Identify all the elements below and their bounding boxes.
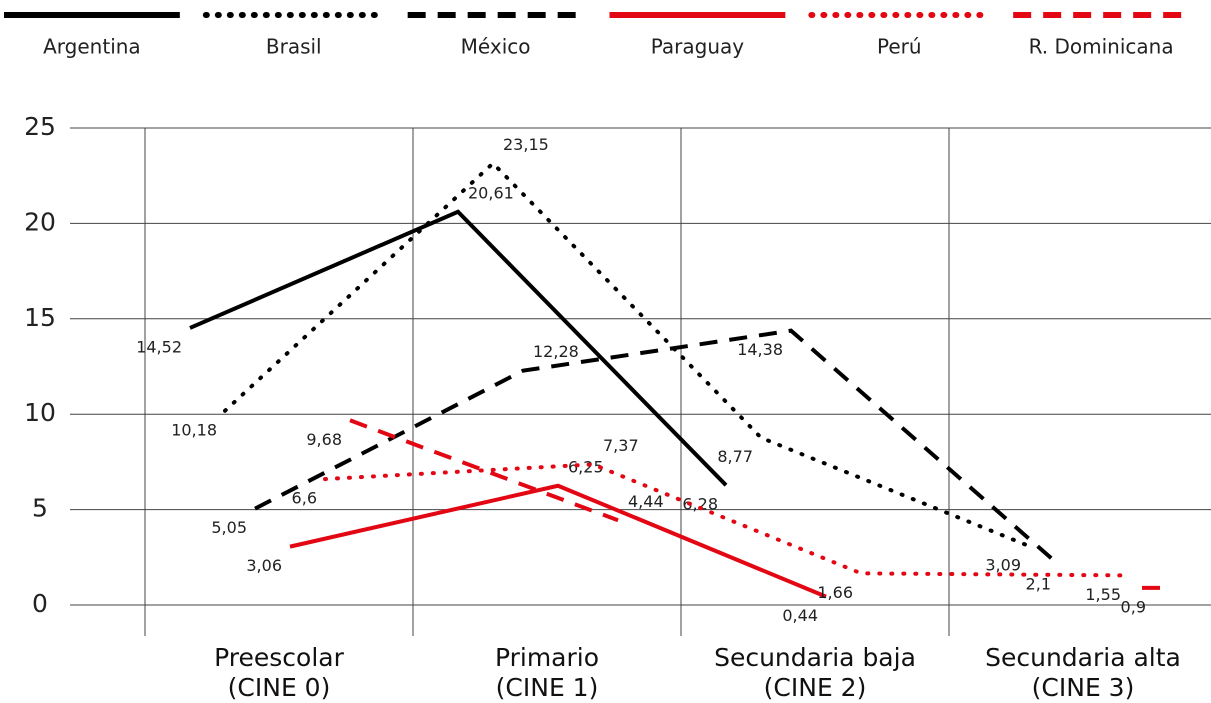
x-tick-label: Preescolar (CINE 0) <box>214 643 344 702</box>
data-label: 1,55 <box>1085 585 1121 604</box>
data-label: 0,9 <box>1121 597 1146 616</box>
data-label: 6,28 <box>682 495 718 514</box>
legend-label: Paraguay <box>651 35 745 59</box>
data-label: 9,68 <box>306 430 342 449</box>
data-label: 0,44 <box>782 606 818 625</box>
data-label: 14,38 <box>737 340 783 359</box>
data-label: 8,77 <box>717 447 753 466</box>
y-tick-label: 10 <box>24 398 56 427</box>
y-tick-label: 25 <box>24 112 56 141</box>
data-label: 2,1 <box>1026 574 1051 593</box>
data-label: 7,37 <box>603 436 639 455</box>
series-line <box>323 462 1131 578</box>
y-tick-label: 20 <box>24 207 56 236</box>
series-line <box>349 418 619 523</box>
legend-label: Perú <box>877 35 922 59</box>
x-tick-label: Secundaria baja (CINE 2) <box>714 643 916 702</box>
data-label: 5,05 <box>211 518 247 537</box>
data-label: 3,06 <box>246 556 282 575</box>
data-label: 23,15 <box>503 135 549 154</box>
legend-label: Argentina <box>43 35 141 59</box>
data-label: 3,09 <box>985 556 1021 575</box>
data-label: 6,25 <box>568 457 604 476</box>
y-tick-label: 15 <box>24 303 56 332</box>
series-line <box>223 160 1031 549</box>
data-label: 6,6 <box>292 489 317 508</box>
x-tick-label: Primario (CINE 1) <box>494 643 600 702</box>
series-line <box>254 328 1061 567</box>
x-tick-label: Secundaria alta (CINE 3) <box>985 643 1181 702</box>
data-label: 1,66 <box>817 583 853 602</box>
legend-label: R. Dominicana <box>1029 35 1174 59</box>
legend-label: Brasil <box>266 35 322 59</box>
data-label: 12,28 <box>533 342 579 361</box>
series-line <box>289 483 827 599</box>
data-label: 20,61 <box>468 183 514 202</box>
data-label: 4,44 <box>628 492 664 511</box>
data-label: 10,18 <box>171 420 217 439</box>
series-line <box>189 209 728 487</box>
legend-label: México <box>461 35 531 59</box>
y-tick-label: 0 <box>32 589 48 618</box>
y-tick-label: 5 <box>32 494 48 523</box>
data-label: 14,52 <box>136 337 182 356</box>
